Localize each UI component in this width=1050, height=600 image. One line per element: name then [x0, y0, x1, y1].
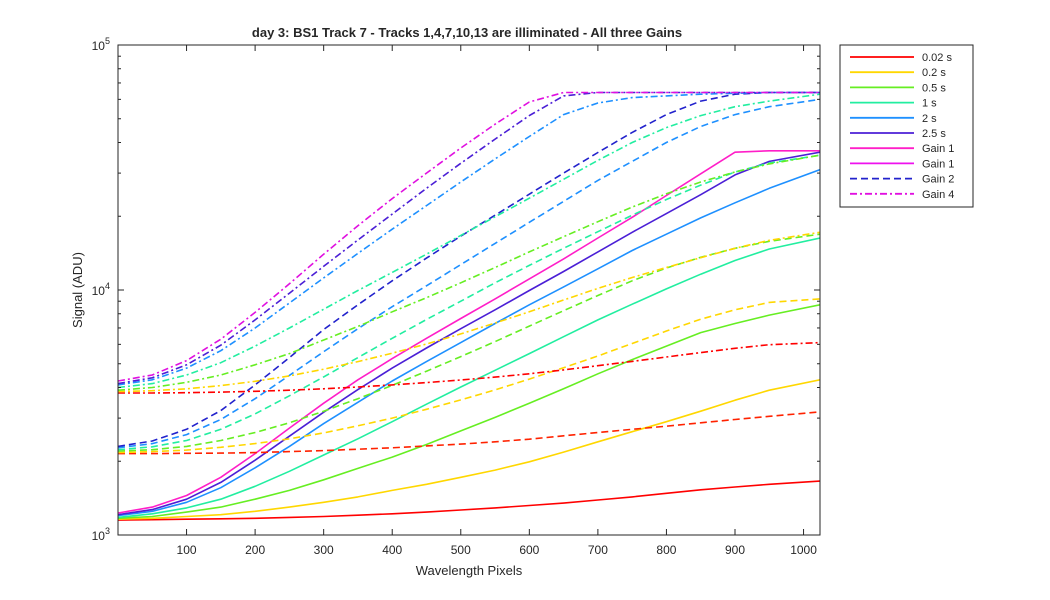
x-tick-label: 100: [177, 543, 197, 557]
series-line-7: [118, 150, 820, 514]
x-tick-label: 1000: [790, 543, 817, 557]
legend-label: 2.5 s: [922, 128, 946, 140]
legend-label: 0.2 s: [922, 67, 946, 79]
legend-label: Gain 1: [922, 143, 954, 155]
series-line-15: [118, 231, 820, 393]
x-tick-label: 500: [451, 543, 471, 557]
series-line-13: [118, 91, 820, 448]
x-tick-label: 400: [382, 543, 402, 557]
series-line-2: [118, 379, 820, 520]
legend-label: Gain 1: [922, 158, 954, 170]
legend-label: 2 s: [922, 113, 937, 125]
series-line-9: [118, 298, 820, 454]
axes-group: 100 200 300 400 500 600 700 800 900 1000 103 104 105: [92, 36, 821, 557]
x-tick-label: 800: [656, 543, 676, 557]
series-line-20: [118, 91, 820, 382]
plot-area: [118, 45, 820, 535]
series-line-11: [118, 154, 820, 451]
y-tick-label: 104: [92, 281, 110, 298]
series-group: [118, 91, 820, 521]
x-axis-label: Wavelength Pixels: [416, 563, 523, 578]
legend-label: 0.02 s: [922, 52, 952, 64]
x-tick-label: 300: [314, 543, 334, 557]
x-tick-label: 200: [245, 543, 265, 557]
series-line-18: [118, 91, 820, 386]
series-line-4: [118, 237, 820, 519]
series-line-5: [118, 168, 820, 517]
series-line-16: [118, 154, 820, 391]
legend-label: 1 s: [922, 98, 937, 110]
x-tick-label: 700: [588, 543, 608, 557]
series-line-17: [118, 93, 820, 389]
legend-label: Gain 4: [922, 189, 954, 201]
y-tick-label: 105: [92, 36, 110, 53]
legend-label: 0.5 s: [922, 82, 946, 94]
series-line-1: [118, 480, 820, 521]
series-line-3: [118, 304, 820, 520]
chart-title: day 3: BS1 Track 7 - Tracks 1,4,7,10,13 …: [252, 25, 682, 40]
series-line-8: [118, 411, 820, 455]
x-tick-label: 900: [725, 543, 745, 557]
x-tick-label: 600: [519, 543, 539, 557]
legend-label: Gain 2: [922, 174, 954, 186]
y-axis-label: Signal (ADU): [70, 252, 85, 328]
y-tick-label: 103: [92, 526, 110, 543]
legend: 0.02 s 0.2 s 0.5 s 1 s 2 s 2.5 s Gain 1 Gain 1 G…: [839, 44, 974, 208]
series-line-6: [118, 151, 820, 516]
series-line-14: [118, 341, 820, 394]
